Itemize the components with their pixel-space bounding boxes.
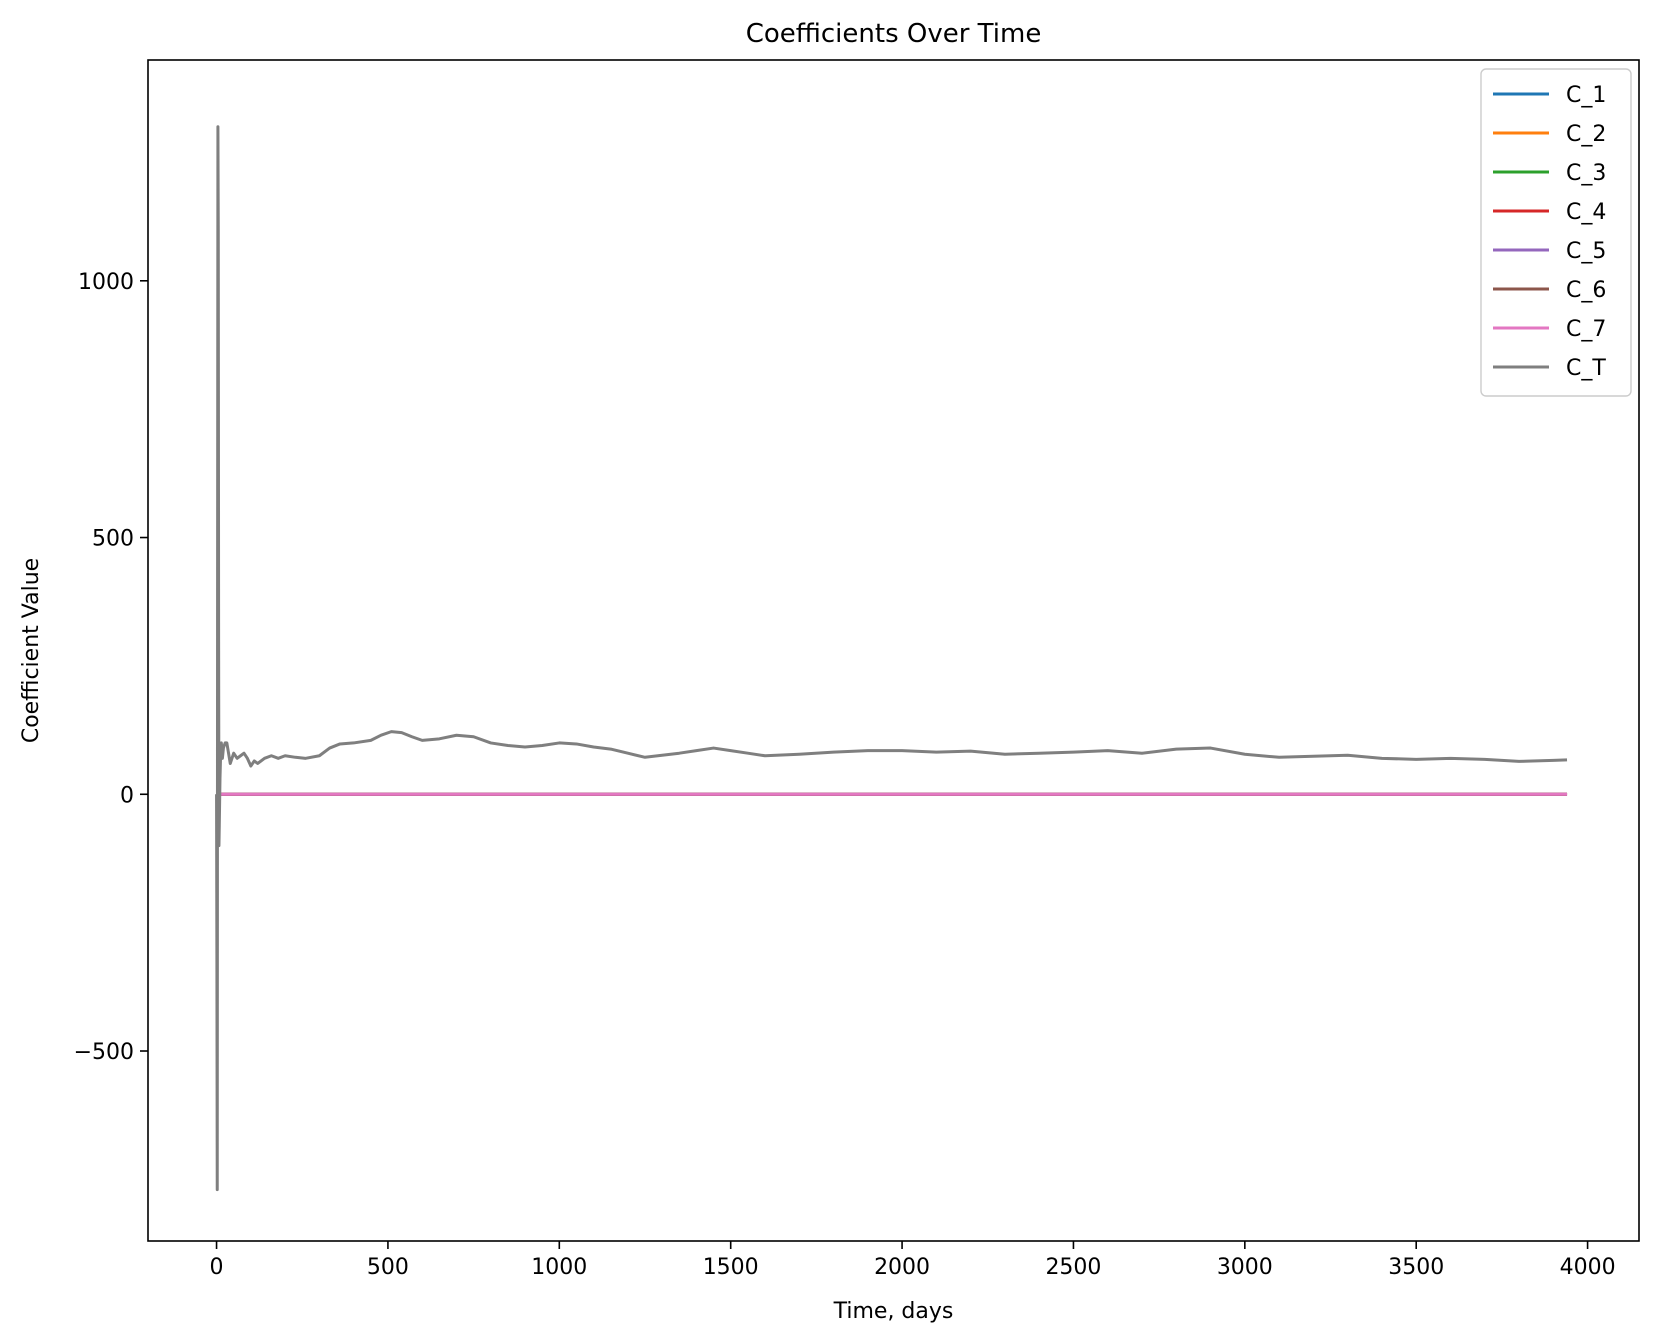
y-tick-label: 1000: [78, 270, 134, 295]
legend-label: C_T: [1566, 356, 1606, 381]
x-tick-label: 1500: [703, 1255, 759, 1280]
x-tick-label: 0: [210, 1255, 224, 1280]
x-tick-label: 1000: [531, 1255, 587, 1280]
x-tick-label: 3000: [1217, 1255, 1273, 1280]
plot-frame: [147, 59, 1640, 1242]
legend-label: C_7: [1566, 317, 1606, 342]
series-layer: [215, 125, 1568, 1192]
legend-label: C_3: [1566, 161, 1606, 186]
legend-box: [1480, 68, 1632, 397]
series-line-c-t: [215, 125, 1568, 1192]
legend-label: C_4: [1566, 200, 1606, 225]
x-axis-ticks: 0 500 1000 1500 2000 2500 3000 3500 4000: [210, 1241, 1616, 1280]
plot-area: [148, 60, 1639, 1241]
legend-entries: C_1 C_2 C_3 C_4 C_5 C_6 C_7 C_T: [1493, 83, 1606, 381]
legend-label: C_6: [1566, 278, 1606, 303]
y-tick-label: −500: [74, 1040, 134, 1065]
x-tick-label: 2500: [1045, 1255, 1101, 1280]
chart-title: Coefficients Over Time: [746, 19, 1042, 49]
y-axis-title: Coefficient Value: [19, 558, 44, 743]
x-axis-title: Time, days: [833, 1299, 954, 1324]
legend: C_1 C_2 C_3 C_4 C_5 C_6 C_7 C_T: [1480, 68, 1632, 397]
x-tick-label: 4000: [1560, 1255, 1616, 1280]
x-tick-label: 2000: [874, 1255, 930, 1280]
y-tick-label: 500: [92, 527, 134, 552]
y-tick-label: 0: [120, 783, 134, 808]
legend-label: C_1: [1566, 83, 1606, 108]
y-axis-ticks: −500 0 500 1000: [74, 270, 148, 1065]
x-tick-label: 3500: [1388, 1255, 1444, 1280]
x-tick-label: 500: [367, 1255, 409, 1280]
legend-label: C_5: [1566, 239, 1606, 264]
legend-label: C_2: [1566, 122, 1606, 147]
